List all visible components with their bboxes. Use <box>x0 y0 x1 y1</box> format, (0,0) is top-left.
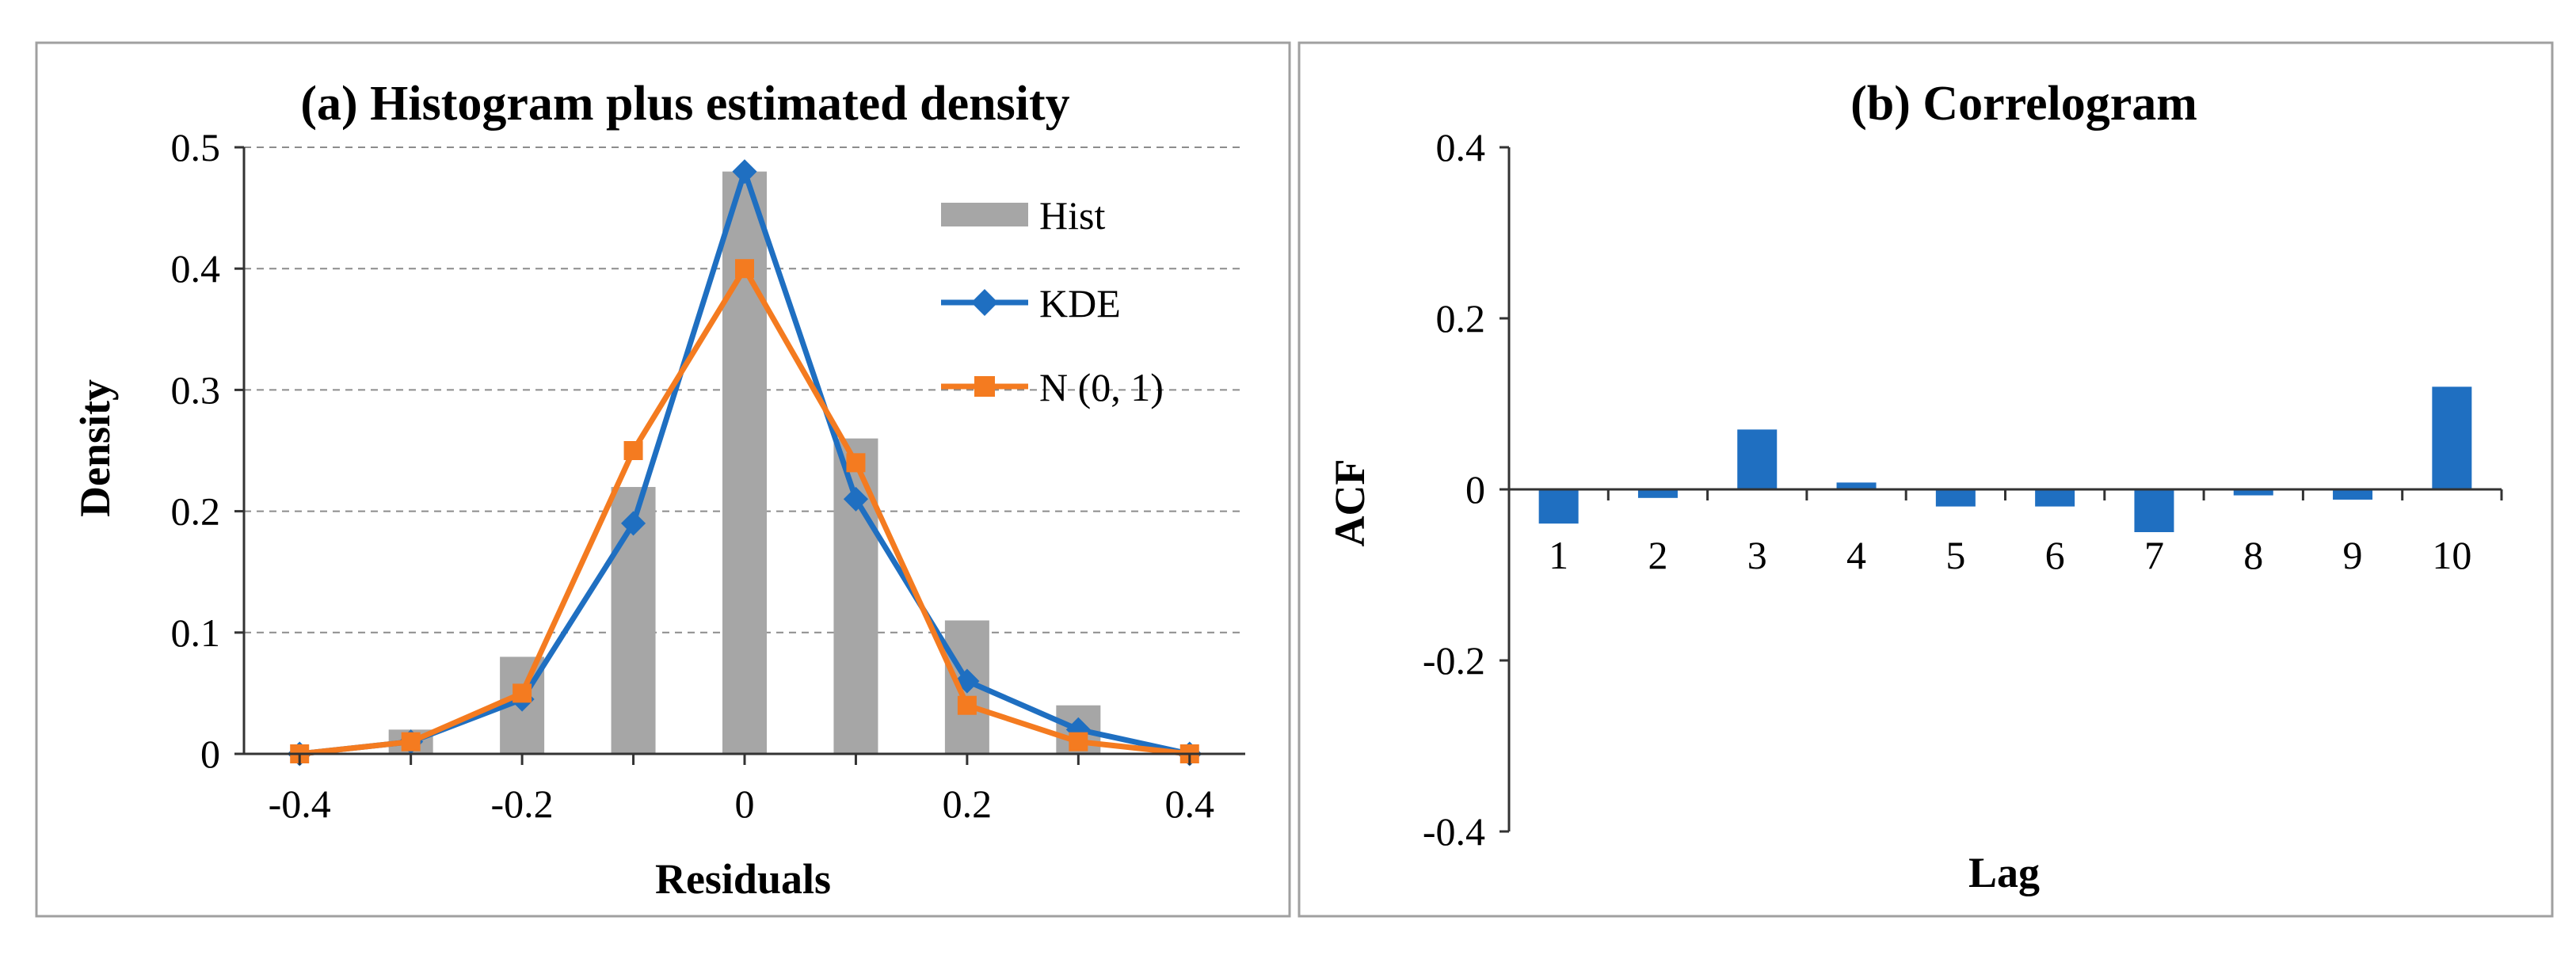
lag-label-8: 8 <box>2243 533 2263 577</box>
acf-bar-lag-4 <box>1836 482 1877 489</box>
acf-y-tick-label--0p2: -0.2 <box>1423 638 1485 683</box>
panel-b-border <box>1298 41 2554 918</box>
acf-bar-lag-5 <box>1935 489 1976 507</box>
y-tick-label-0p3: 0.3 <box>171 367 221 412</box>
panel-b-title: (b) Correlogram <box>1850 77 2197 131</box>
lag-label-1: 1 <box>1549 533 1568 577</box>
acf-bar-lag-6 <box>2035 489 2075 507</box>
y-tick-label-0p5: 0.5 <box>171 125 221 169</box>
acf-bar-lag-10 <box>2432 386 2472 489</box>
acf-bar-lag-9 <box>2333 489 2373 500</box>
normal-point-0p1 <box>846 453 866 473</box>
panel-a-title: (a) Histogram plus estimated density <box>300 77 1069 131</box>
acf-y-tick-label-0p2: 0.2 <box>1436 296 1486 341</box>
x-tick-label-0p2: 0.2 <box>943 782 993 826</box>
panel-b-acf-bars <box>1538 386 2472 532</box>
panel-a-x-axis-title: Residuals <box>655 855 831 903</box>
legend-swatch-hist <box>941 203 1028 226</box>
panel-a-y-axis-title: Density <box>71 379 119 517</box>
panel-a-histogram: (a) Histogram plus estimated density 0 0.… <box>71 77 1245 903</box>
panel-b-axes <box>1499 146 2503 833</box>
x-tick-label--0p4: -0.4 <box>269 782 331 826</box>
lag-label-6: 6 <box>2045 533 2065 577</box>
lag-label-9: 9 <box>2343 533 2363 577</box>
acf-bar-lag-2 <box>1637 489 1678 498</box>
acf-y-tick-label-0: 0 <box>1465 467 1485 512</box>
legend-label-hist: Hist <box>1039 193 1105 238</box>
normal-point--0p2 <box>513 683 532 703</box>
y-tick-label-0p1: 0.1 <box>171 611 221 655</box>
y-tick-label-0p2: 0.2 <box>171 489 221 534</box>
panel-a-hist-bars <box>388 171 1101 754</box>
x-tick-label-0: 0 <box>735 782 755 826</box>
hist-bar-0p1 <box>833 438 878 754</box>
panel-b-y-tick-labels: -0.4 -0.2 0 0.2 0.4 <box>1423 125 1485 854</box>
lag-label-7: 7 <box>2144 533 2164 577</box>
panel-b-correlogram: (b) Correlogram -0.4 -0.2 0 0.2 0.4 1 2 3 4 5 6 7 8… <box>1326 77 2503 896</box>
lag-label-5: 5 <box>1945 533 1965 577</box>
acf-bar-lag-7 <box>2134 489 2174 532</box>
panel-a-axes <box>234 146 1245 765</box>
legend-marker-kde <box>971 289 998 316</box>
normal-point-0p2 <box>957 695 977 715</box>
lag-label-4: 4 <box>1846 533 1866 577</box>
panel-b-y-axis-title: ACF <box>1326 459 1374 547</box>
panel-b-x-axis-title: Lag <box>1968 849 2040 896</box>
x-tick-label--0p2: -0.2 <box>491 782 554 826</box>
normal-point-0p3 <box>1069 732 1088 751</box>
acf-bar-lag-1 <box>1538 489 1579 524</box>
y-tick-label-0p4: 0.4 <box>171 246 221 291</box>
normal-point--0p1 <box>623 441 643 460</box>
normal-point-0 <box>735 259 754 279</box>
x-tick-label-0p4: 0.4 <box>1165 782 1215 826</box>
panel-a-x-tick-labels: -0.4 -0.2 0 0.2 0.4 <box>269 782 1214 826</box>
legend-label-kde: KDE <box>1039 281 1121 325</box>
panel-b-lag-labels: 1 2 3 4 5 6 7 8 9 10 <box>1549 533 2471 577</box>
acf-bar-lag-8 <box>2233 489 2273 496</box>
lag-label-10: 10 <box>2432 533 2471 577</box>
normal-point--0p3 <box>401 732 421 751</box>
panel-a-border <box>35 41 1291 918</box>
panel-a-y-tick-labels: 0 0.1 0.2 0.3 0.4 0.5 <box>171 125 221 776</box>
acf-bar-lag-3 <box>1737 429 1778 489</box>
lag-label-2: 2 <box>1648 533 1667 577</box>
hist-bar-0 <box>722 171 767 754</box>
legend-marker-normal <box>974 376 995 397</box>
y-tick-label-0: 0 <box>200 732 220 776</box>
panel-a-legend: Hist KDE N (0, 1) <box>941 193 1164 409</box>
legend-label-normal: N (0, 1) <box>1039 365 1164 409</box>
acf-y-tick-label-0p4: 0.4 <box>1436 125 1486 169</box>
acf-y-tick-label--0p4: -0.4 <box>1423 809 1485 854</box>
lag-label-3: 3 <box>1747 533 1767 577</box>
